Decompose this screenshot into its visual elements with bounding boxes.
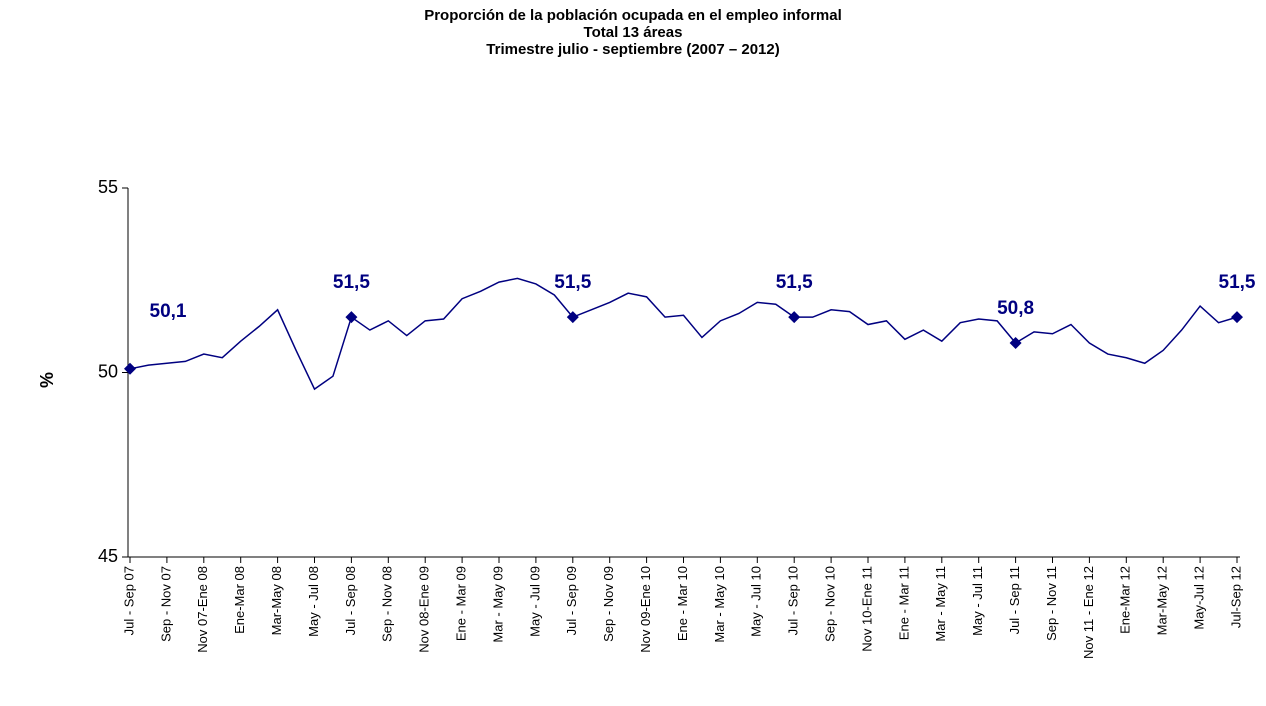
data-marker [566,311,579,324]
x-tick-label: Jul - Sep 09 [564,566,579,635]
x-tick-label: Sep - Nov 08 [380,566,395,642]
x-tick-label: Jul-Sep 12 [1228,566,1243,628]
x-tick-label: May - Jul 09 [527,566,542,637]
data-marker [1009,336,1022,349]
x-tick-label: Jul - Sep 07 [121,566,136,635]
series-line [129,277,1238,391]
x-tick-label: Mar-May 08 [269,566,284,635]
x-tick-label: Nov 08-Ene 09 [417,566,432,653]
x-tick-label: Jul - Sep 10 [786,566,801,635]
data-label: 51,5 [333,272,370,293]
x-tick-label: May-Jul 12 [1192,566,1207,630]
chart-title: Proporción de la población ocupada en el… [424,7,842,24]
data-label: 50,8 [997,298,1034,319]
data-label: 50,1 [150,301,187,322]
x-tick-label: Mar - May 11 [933,566,948,642]
x-tick-label: Ene - Mar 10 [675,566,690,641]
chart-subtitle: Total 13 áreas [584,24,683,41]
x-tick-label: Nov 10-Ene 11 [859,566,874,652]
y-tick-label: 50 [98,361,118,381]
data-marker [788,311,801,324]
x-tick-label: May - Jul 08 [306,566,321,637]
x-tick-label: May - Jul 10 [749,566,764,637]
x-tick-label: Jul - Sep 11 [1007,566,1022,634]
x-tick-label: Ene-Mar 12 [1118,566,1133,634]
y-axis-label: % [37,372,57,388]
x-tick-label: Ene - Mar 11 [896,566,911,640]
data-marker [345,311,358,324]
x-tick-label: Nov 11 - Ene 12 [1081,566,1096,659]
x-tick-label: Nov 09-Ene 10 [638,566,653,653]
data-marker [124,362,136,375]
x-tick-label: Sep - Nov 09 [601,566,616,642]
x-tick-label: Mar-May 12 [1155,566,1170,635]
data-label: 51,5 [776,272,813,293]
chart-subtitle: Trimestre julio - septiembre (2007 – 201… [486,41,779,58]
x-tick-label: Sep - Nov 07 [158,566,173,642]
x-tick-label: Mar - May 10 [712,566,727,643]
data-label: 51,5 [1219,272,1256,293]
x-tick-label: Nov 07-Ene 08 [195,566,210,653]
x-tick-label: Mar - May 09 [490,566,505,643]
y-tick-label: 45 [98,546,118,566]
data-marker [1231,311,1243,324]
x-tick-label: May - Jul 11 [970,566,985,636]
x-tick-label: Jul - Sep 08 [343,566,358,635]
x-tick-label: Ene-Mar 08 [232,566,247,634]
y-tick-label: 55 [98,177,118,197]
data-label: 51,5 [554,272,591,293]
x-tick-label: Ene - Mar 09 [454,566,469,641]
x-tick-label: Sep - Nov 11 [1044,566,1059,641]
x-tick-label: Sep - Nov 10 [823,566,838,642]
